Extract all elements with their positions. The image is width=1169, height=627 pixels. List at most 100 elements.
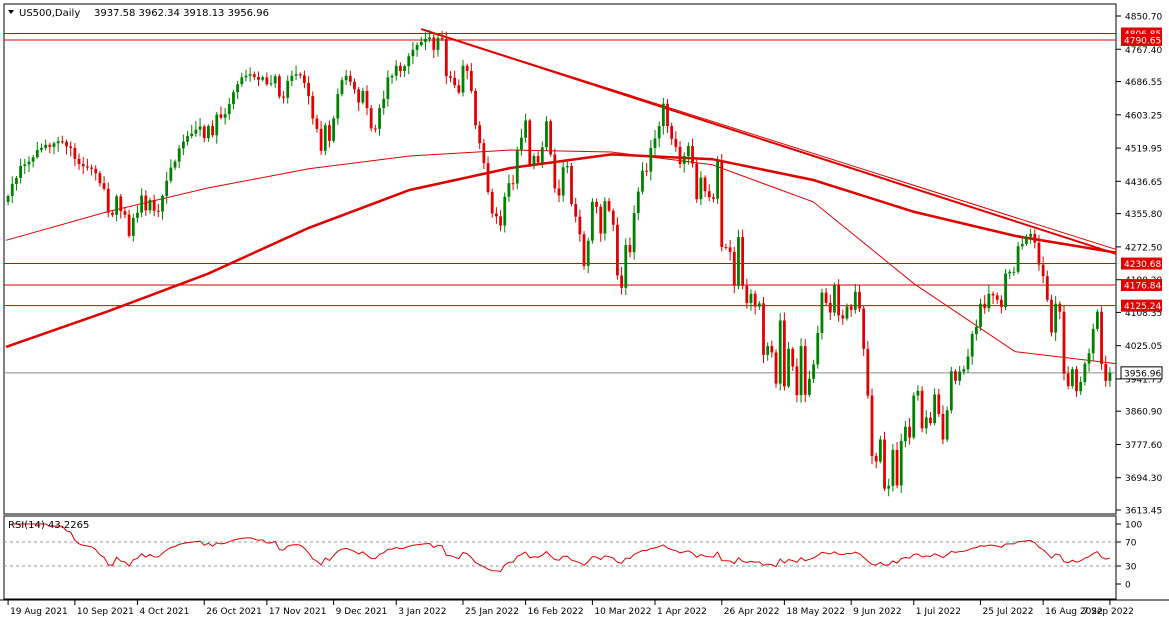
candle-body [1033, 233, 1037, 243]
candle-body [169, 167, 173, 181]
candle-body [741, 237, 745, 286]
candle-body [190, 133, 194, 137]
date-tick-label: 9 Jun 2022 [853, 607, 901, 617]
candle-body [1029, 233, 1033, 237]
candle-body [707, 191, 711, 198]
candle-body [227, 104, 231, 115]
price-tick-label: 3777.60 [1125, 441, 1162, 451]
candle-body [27, 161, 31, 165]
candle-body [257, 76, 260, 80]
candle-body [1100, 311, 1103, 365]
candle-body [482, 143, 486, 164]
price-tag-label: 4230.68 [1124, 260, 1161, 270]
candle-body [152, 199, 156, 211]
rsi-pane-border [3, 515, 1117, 600]
candle-body [236, 84, 240, 93]
candle-body [757, 303, 761, 307]
candle-body [19, 166, 23, 178]
candle-body [353, 81, 356, 90]
candle-body [248, 74, 252, 76]
candle-body [995, 295, 999, 300]
candle-body [795, 366, 799, 396]
last-price-box [1120, 366, 1163, 380]
candle-body [515, 149, 519, 184]
candle-body [365, 90, 369, 109]
candle-body [540, 147, 544, 163]
rsi-tick-label: 0 [1125, 581, 1131, 591]
candle-body [578, 216, 582, 235]
rsi-label: RSI(14) 43.2265 [8, 520, 89, 531]
candle-body [937, 394, 941, 414]
candle-body [908, 426, 911, 438]
candle-body [503, 196, 507, 226]
rsi-tick-label: 70 [1125, 539, 1137, 549]
candle-body [828, 302, 832, 313]
candle-body [240, 77, 244, 85]
candle-body [557, 188, 561, 196]
candle-body [23, 164, 27, 167]
candle-body [520, 137, 523, 150]
price-tick-label: 4519.95 [1125, 145, 1162, 155]
candle-body [691, 146, 694, 164]
candle-body [181, 141, 185, 149]
candle-body [6, 195, 10, 202]
candle-body [545, 121, 548, 148]
candle-body [778, 320, 782, 384]
candle-body [762, 303, 765, 355]
candle-body [941, 413, 945, 440]
date-tick-label: 10 Sep 2021 [77, 607, 134, 617]
candle-body [252, 74, 256, 77]
date-tick-label: 16 Aug 2022 [1045, 607, 1103, 617]
candle-body [474, 90, 477, 126]
price-tick-label: 3860.90 [1125, 408, 1162, 418]
date-tick-label: 1 Apr 2022 [657, 607, 707, 617]
candle-body [207, 126, 210, 139]
candle-body [845, 306, 849, 319]
candle-body [290, 75, 294, 81]
candle-body [904, 426, 907, 442]
candle-body [645, 170, 649, 172]
price-tick-label: 4272.50 [1125, 243, 1162, 253]
candle-body [140, 195, 144, 213]
candle-body [411, 49, 415, 57]
candle-body [636, 191, 640, 214]
candle-body [891, 449, 895, 486]
price-tag-label: 4125.24 [1124, 302, 1161, 312]
price-tick-label: 4603.25 [1125, 111, 1162, 121]
candles [6, 30, 1112, 497]
candle-body [686, 146, 690, 157]
date-tick-label: 25 Jan 2022 [465, 607, 519, 617]
candle-body [340, 80, 344, 95]
candle-body [565, 166, 569, 168]
candle-body [974, 326, 978, 335]
candle-body [478, 125, 482, 144]
menu-triangle-icon[interactable] [8, 10, 14, 14]
candle-body [373, 128, 377, 130]
candle-body [954, 371, 957, 381]
rsi-line [12, 523, 1111, 573]
candle-body [298, 74, 302, 76]
candle-body [595, 201, 598, 207]
candle-body [319, 128, 323, 151]
candle-body [344, 75, 348, 81]
candle-body [912, 395, 916, 438]
candle-body [603, 201, 607, 234]
candle-body [148, 199, 152, 211]
candle-body [574, 203, 578, 217]
rsi-series: 100 70 30 0 [4, 521, 1142, 591]
candle-body [198, 126, 202, 130]
date-tick-label: 19 Aug 2021 [10, 607, 68, 617]
candle-body [1095, 311, 1099, 329]
candle-body [415, 45, 419, 50]
candle-body [878, 439, 882, 462]
candle-body [816, 332, 820, 365]
candle-body [774, 352, 778, 384]
price-tag-label: 4176.84 [1124, 282, 1161, 292]
candle-body [136, 212, 139, 218]
candle-body [211, 126, 214, 136]
candle-body [599, 206, 603, 234]
candle-body [962, 369, 966, 372]
candle-body [1050, 299, 1053, 333]
candle-body [111, 212, 114, 215]
